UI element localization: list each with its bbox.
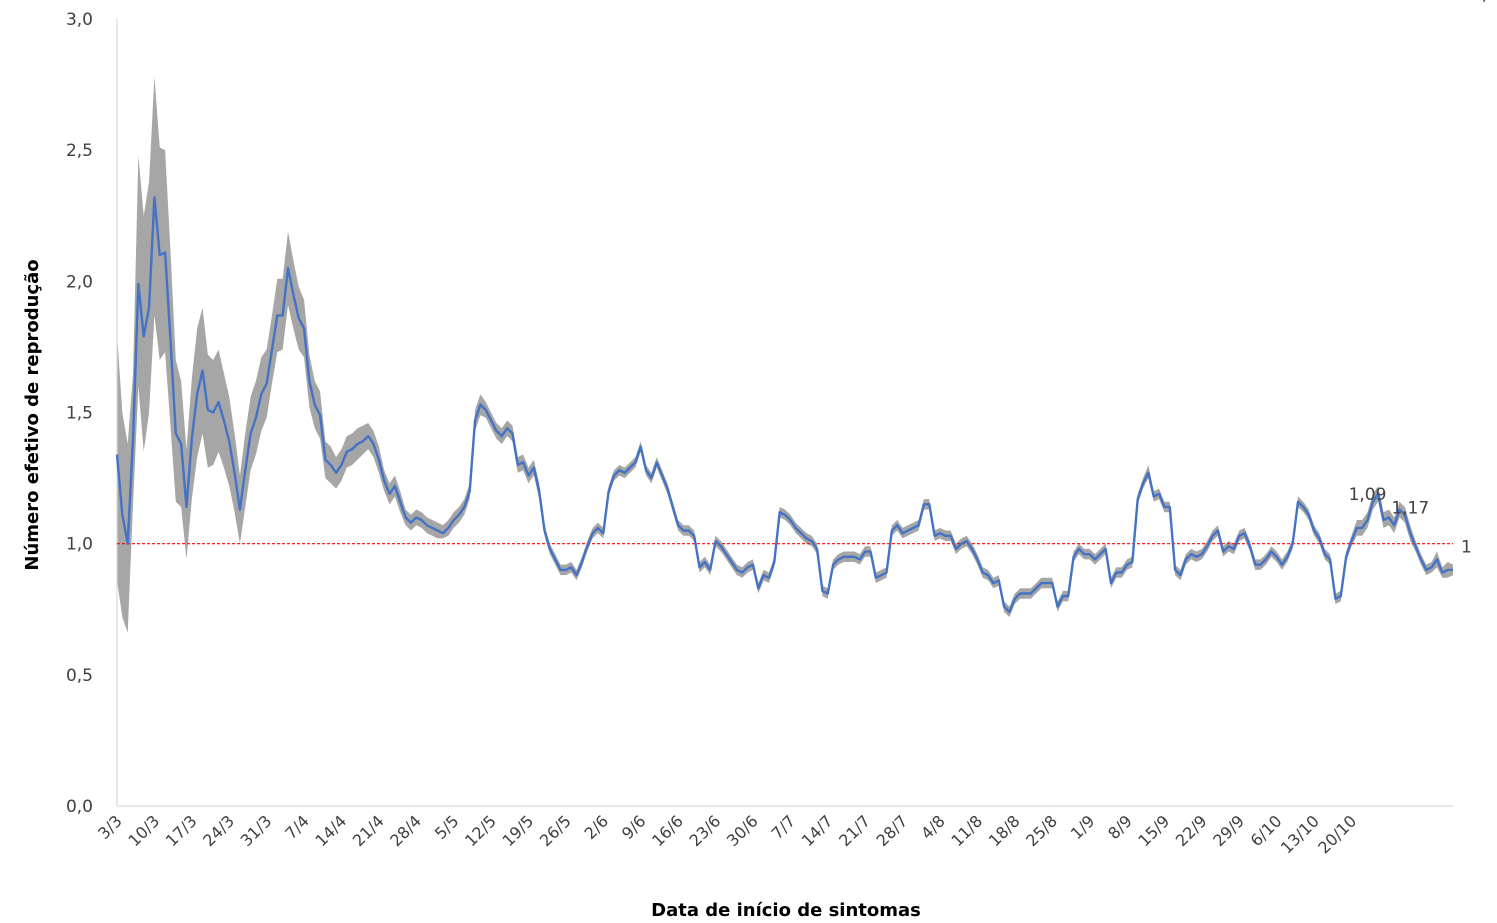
x-tick-label: 3/3 bbox=[94, 811, 126, 843]
reference-line-label: 1 bbox=[1461, 538, 1472, 558]
x-tick-label: 5/5 bbox=[431, 811, 463, 843]
y-tick-label: 1,0 bbox=[66, 535, 93, 555]
x-tick-label: 1/9 bbox=[1067, 811, 1099, 843]
x-axis-title: Data de início de sintomas bbox=[651, 900, 921, 921]
x-tick-label: 28/7 bbox=[873, 811, 912, 850]
y-axis-title: Número efetivo de reprodução bbox=[22, 259, 43, 570]
annotations: 1 1,091,17 0,90 bbox=[1349, 0, 1497, 558]
x-tick-label: 26/5 bbox=[536, 811, 575, 850]
series-line-rt bbox=[115, 196, 1453, 614]
x-tick-label: 15/9 bbox=[1134, 811, 1173, 850]
y-tick-label: 3,0 bbox=[66, 10, 93, 30]
x-tick-label: 21/7 bbox=[835, 811, 874, 850]
x-tick-label: 18/8 bbox=[985, 811, 1024, 850]
annotation-label: 0,90 bbox=[1471, 0, 1497, 5]
y-tick-labels: 0,0 0,5 1,0 1,5 2,0 2,5 3,0 bbox=[66, 10, 93, 817]
series-line-layer bbox=[115, 196, 1453, 614]
x-tick-label: 19/5 bbox=[498, 811, 537, 850]
x-tick-label: 11/8 bbox=[947, 811, 986, 850]
y-tick-label: 2,5 bbox=[66, 141, 93, 161]
x-tick-label: 8/9 bbox=[1104, 811, 1136, 843]
axis-layer bbox=[116, 19, 1453, 807]
x-tick-label: 7/4 bbox=[281, 811, 313, 843]
y-tick-label: 2,0 bbox=[66, 272, 93, 292]
y-tick-label: 0,0 bbox=[66, 797, 93, 817]
x-tick-label: 17/3 bbox=[162, 811, 201, 850]
x-tick-label: 21/4 bbox=[349, 811, 388, 850]
x-tick-label: 2/6 bbox=[580, 811, 612, 843]
x-tick-label: 10/3 bbox=[124, 811, 163, 850]
x-tick-label: 13/10 bbox=[1277, 811, 1323, 857]
confidence-band-layer bbox=[117, 76, 1453, 633]
x-tick-label: 9/6 bbox=[618, 811, 650, 843]
annotation-label: 1,17 bbox=[1391, 498, 1429, 518]
x-tick-label: 30/6 bbox=[723, 811, 762, 850]
y-tick-label: 1,5 bbox=[66, 404, 93, 424]
x-tick-label: 14/7 bbox=[798, 811, 837, 850]
x-tick-label: 28/4 bbox=[386, 811, 425, 850]
x-tick-label: 23/6 bbox=[686, 811, 725, 850]
x-tick-label: 16/6 bbox=[648, 811, 687, 850]
x-tick-label: 29/9 bbox=[1209, 811, 1248, 850]
x-tick-label: 25/8 bbox=[1022, 811, 1061, 850]
x-tick-label: 24/3 bbox=[199, 811, 238, 850]
x-tick-label: 4/8 bbox=[917, 811, 949, 843]
confidence-band bbox=[117, 76, 1453, 633]
annotation-label: 1,09 bbox=[1349, 485, 1387, 505]
x-tick-label: 7/7 bbox=[768, 811, 800, 843]
x-tick-label: 20/10 bbox=[1314, 811, 1360, 857]
y-tick-label: 0,5 bbox=[66, 666, 93, 686]
x-tick-label: 22/9 bbox=[1172, 811, 1211, 850]
x-tick-labels: 3/310/317/324/331/3 7/414/421/428/4 5/512/… bbox=[94, 811, 1360, 857]
x-tick-label: 14/4 bbox=[311, 811, 350, 850]
x-tick-label: 31/3 bbox=[237, 811, 276, 850]
x-tick-label: 12/5 bbox=[461, 811, 500, 850]
